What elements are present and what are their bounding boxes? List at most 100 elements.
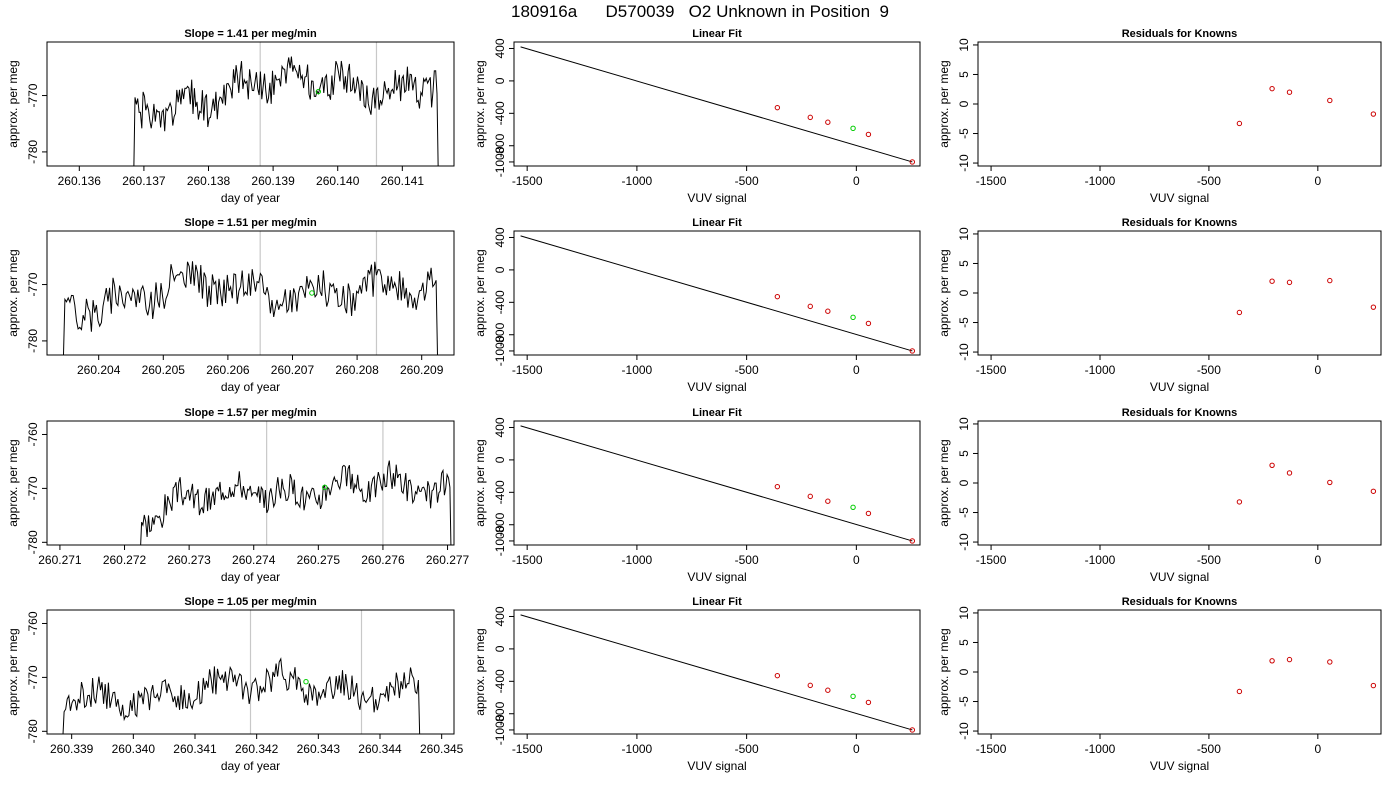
x-tick-label: -500 xyxy=(1197,174,1221,188)
y-tick-label: -10 xyxy=(957,722,971,740)
y-tick-label: -780 xyxy=(26,140,40,164)
plot-area xyxy=(1236,462,1377,505)
known-point xyxy=(1327,479,1333,486)
chart-title: Linear Fit xyxy=(692,28,742,40)
y-tick-label: 0 xyxy=(493,77,507,84)
known-point xyxy=(1370,111,1377,117)
unknown-point xyxy=(850,693,856,700)
unknown-point xyxy=(850,125,856,132)
chart-panel-1-2: Linear Fit-1500 -1000 -500 0-1000-800-40004… xyxy=(473,28,921,205)
known-point xyxy=(1370,304,1377,310)
plot-area xyxy=(520,235,916,354)
known-point xyxy=(774,293,781,300)
y-tick-label: -760 xyxy=(26,611,40,635)
known-point xyxy=(825,119,831,125)
x-tick-label: 0 xyxy=(1314,174,1321,188)
x-tick-label: -1500 xyxy=(512,742,543,756)
y-axis-label: approx. per meg xyxy=(6,249,20,336)
plot-frame xyxy=(46,41,455,167)
known-point xyxy=(865,510,872,517)
unknown-mean-point xyxy=(303,679,309,685)
plot-area xyxy=(520,46,916,165)
chart-panel-1-1: Slope = 1.41 per meg/min 260.136 260.137 26… xyxy=(6,28,455,205)
plot-area xyxy=(520,425,916,544)
plot-area xyxy=(133,42,439,166)
x-axis-label: VUV signal xyxy=(687,380,746,394)
x-tick-label: 260.345 xyxy=(420,742,464,756)
y-tick-label: 400 xyxy=(493,227,507,247)
x-tick-label: -500 xyxy=(735,742,759,756)
y-tick-label: 0 xyxy=(957,479,971,486)
x-tick-label: 260.208 xyxy=(335,363,379,377)
fit-line xyxy=(520,46,913,163)
unknown-mean-point xyxy=(309,290,315,296)
x-tick-label: -1000 xyxy=(1085,174,1116,188)
x-tick-label: 260.341 xyxy=(173,742,217,756)
plot-area xyxy=(62,610,421,734)
plot-frame xyxy=(513,420,921,546)
x-tick-label: -500 xyxy=(1197,363,1221,377)
known-point xyxy=(807,114,813,121)
plot-frame xyxy=(977,609,1382,735)
chart-panel-2-1: Slope = 1.51 per meg/min 260.204 260.205 26… xyxy=(6,217,455,394)
known-point xyxy=(825,498,831,504)
y-tick-label: -5 xyxy=(957,317,971,328)
signal-trace-line xyxy=(140,460,452,545)
known-point xyxy=(1370,682,1377,689)
plot-frame xyxy=(46,420,455,546)
x-tick-label: 260.275 xyxy=(297,553,341,567)
known-point xyxy=(1286,656,1293,663)
x-tick-label: 260.139 xyxy=(251,174,295,188)
x-tick-label: 260.276 xyxy=(361,553,405,567)
x-tick-label: 0 xyxy=(1314,553,1321,567)
known-point xyxy=(865,131,872,138)
y-tick-label: -10 xyxy=(957,343,971,361)
y-tick-label: -800 xyxy=(493,322,507,346)
x-tick-label: 260.273 xyxy=(167,553,211,567)
y-axis-label: approx. per meg xyxy=(6,628,20,715)
x-tick-label: 0 xyxy=(1314,363,1321,377)
x-tick-label: -500 xyxy=(1197,553,1221,567)
x-tick-label: -500 xyxy=(735,174,759,188)
y-tick-label: 0 xyxy=(957,100,971,107)
y-tick-label: 10 xyxy=(957,606,971,620)
x-tick-label: 260.340 xyxy=(112,742,156,756)
x-tick-label: 260.204 xyxy=(77,363,121,377)
x-tick-label: 0 xyxy=(1314,742,1321,756)
known-point xyxy=(909,159,916,165)
chart-title: Slope = 1.57 per meg/min xyxy=(184,407,317,419)
x-axis-label: day of year xyxy=(221,191,280,205)
x-axis-label: day of year xyxy=(221,380,280,394)
known-point xyxy=(807,682,813,689)
x-tick-label: 260.342 xyxy=(235,742,279,756)
y-tick-label: -1000 xyxy=(493,525,507,556)
known-point xyxy=(1327,659,1333,665)
unknown-mean-point xyxy=(315,88,322,95)
y-tick-label: 5 xyxy=(957,450,971,457)
known-point xyxy=(1286,279,1293,286)
plot-area xyxy=(520,614,916,733)
y-axis-label: approx. per meg xyxy=(937,249,951,336)
chart-panel-4-1: Slope = 1.05 per meg/min 260.339 260.340 26… xyxy=(6,596,464,773)
x-tick-label: 260.271 xyxy=(38,553,82,567)
plot-area xyxy=(140,421,452,545)
y-tick-label: 0 xyxy=(957,289,971,296)
y-tick-label: -1000 xyxy=(493,335,507,366)
known-point xyxy=(1269,85,1275,92)
y-tick-label: -770 xyxy=(26,83,40,107)
known-point xyxy=(1327,97,1333,104)
plot-frame xyxy=(977,230,1382,356)
known-point xyxy=(909,727,916,733)
y-axis-label: approx. per meg xyxy=(937,439,951,526)
y-tick-label: -400 xyxy=(493,480,507,504)
x-tick-label: 260.274 xyxy=(232,553,276,567)
plot-area xyxy=(1236,277,1377,316)
y-tick-label: 5 xyxy=(957,71,971,78)
known-point xyxy=(1236,688,1243,695)
y-tick-label: -780 xyxy=(26,329,40,353)
x-axis-label: VUV signal xyxy=(1150,380,1209,394)
known-point xyxy=(1236,499,1243,505)
x-tick-label: -500 xyxy=(735,553,759,567)
y-tick-label: 5 xyxy=(957,260,971,267)
chart-title: Residuals for Knowns xyxy=(1122,217,1238,229)
